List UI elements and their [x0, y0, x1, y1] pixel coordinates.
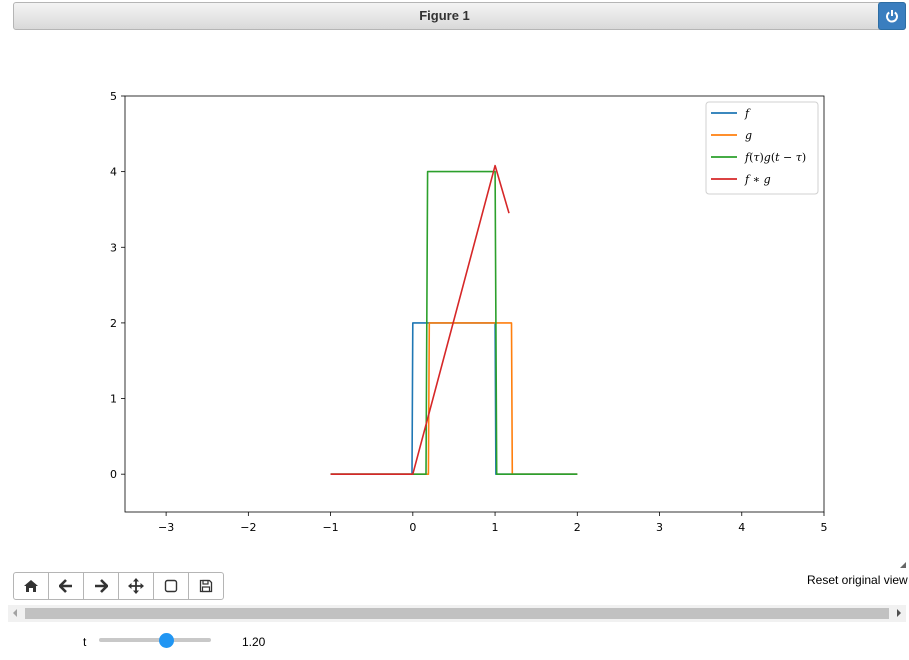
x-tick-label: 0: [409, 521, 416, 534]
back-button[interactable]: [48, 572, 84, 600]
close-figure-button[interactable]: [878, 2, 906, 30]
y-tick-label: 0: [110, 468, 117, 481]
y-tick-label: 2: [110, 317, 117, 330]
zoom-rect-icon: [164, 579, 178, 593]
forward-arrow-icon: [95, 579, 108, 593]
x-tick-label: 3: [656, 521, 663, 534]
navigation-toolbar: [13, 572, 224, 600]
scrollbar-thumb[interactable]: [25, 608, 889, 619]
y-tick-label: 5: [110, 90, 117, 103]
legend-label: f: [744, 107, 751, 120]
y-tick-label: 4: [110, 166, 117, 179]
x-tick-label: 1: [492, 521, 499, 534]
save-button[interactable]: [188, 572, 224, 600]
y-tick-label: 1: [110, 393, 117, 406]
x-tick-label: 4: [738, 521, 745, 534]
x-tick-label: −3: [158, 521, 174, 534]
back-arrow-icon: [59, 579, 72, 593]
x-tick-label: 5: [821, 521, 828, 534]
legend-label: g: [745, 129, 752, 142]
scroll-left-arrow-icon[interactable]: [13, 609, 17, 617]
axes-frame: [124, 95, 825, 513]
figure-canvas[interactable]: −3 −2 −1 0 1 2 3 4 5 0 1 2 3 4 5 fg f(τ)g(t − τ) f ∗ g: [0, 0, 909, 560]
power-icon: [886, 10, 898, 23]
slider-label: t: [83, 635, 87, 649]
save-floppy-icon: [199, 579, 213, 593]
legend-label: f(τ)g(t − τ): [744, 151, 806, 164]
slider-value: 1.20: [242, 635, 266, 649]
pan-button[interactable]: [118, 572, 154, 600]
home-button[interactable]: [13, 572, 49, 600]
resize-handle-icon[interactable]: [900, 562, 906, 568]
figure-title: Figure 1: [419, 8, 470, 23]
horizontal-scrollbar[interactable]: [8, 605, 906, 622]
x-tick-label: −2: [240, 521, 256, 534]
forward-button[interactable]: [83, 572, 119, 600]
t-slider-handle[interactable]: [158, 633, 174, 648]
scroll-right-arrow-icon[interactable]: [897, 609, 901, 617]
t-slider-track[interactable]: [99, 638, 211, 642]
home-icon: [24, 580, 38, 592]
figure-title-bar: Figure 1: [13, 2, 906, 30]
legend-label: f ∗ g: [744, 173, 771, 186]
pan-move-icon: [128, 578, 144, 594]
toolbar-message: Reset original view: [807, 573, 908, 587]
y-tick-label: 3: [110, 241, 117, 254]
series-line: [330, 164, 510, 476]
legend-box: [705, 101, 819, 195]
zoom-rect-button[interactable]: [153, 572, 189, 600]
x-tick-label: −1: [322, 521, 338, 534]
x-tick-label: 2: [574, 521, 581, 534]
